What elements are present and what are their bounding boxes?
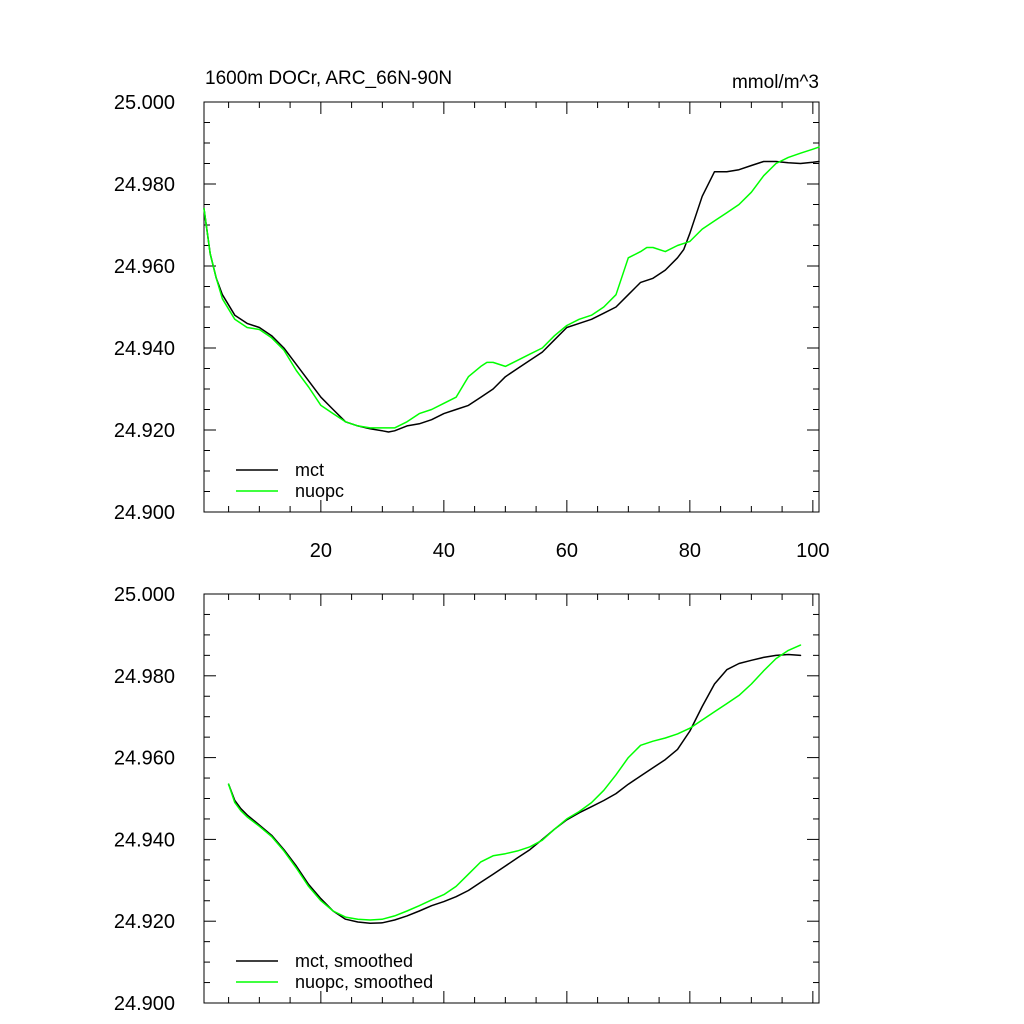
top-panel-plot-area: 24.900 24.920 24.940 24.960 24.980 25.000 20 40…: [114, 92, 830, 562]
bottom-panel-y-tick-label: 24.940: [114, 829, 175, 851]
top-panel-legend-label: mct: [295, 460, 324, 480]
top-panel-series-mct-line: [203, 160, 820, 433]
bottom-panel-y-tick-label: 24.900: [114, 993, 175, 1015]
bottom-panel-y-tick-label: 25.000: [114, 584, 175, 606]
bottom-panel-legend-label: mct, smoothed: [295, 951, 413, 971]
top-panel-x-tick-label: 40: [433, 540, 455, 562]
top-panel-y-tick-label: 25.000: [114, 92, 175, 114]
top-panel: 1600m DOCr, ARC_66N-90N mmol/m^3 24.9002…: [114, 68, 830, 562]
bottom-panel-y-tick-label: 24.920: [114, 911, 175, 933]
top-panel-x-tick-label: 80: [679, 540, 701, 562]
top-panel-y-tick-label: 24.940: [114, 338, 175, 360]
top-panel-units: mmol/m^3: [732, 72, 819, 93]
bottom-panel: 24.900 24.920 24.940 24.960 24.980 25.000 mct,…: [114, 584, 820, 1015]
top-panel-x-tick-label: 60: [556, 540, 578, 562]
top-panel-frame: [203, 101, 820, 513]
bottom-panel-series-nuopc-smoothed-line: [227, 644, 802, 921]
top-panel-x-tick-label: 20: [310, 540, 332, 562]
top-panel-y-tick-label: 24.920: [114, 420, 175, 442]
top-panel-series-nuopc-line: [203, 146, 820, 429]
top-panel-title: 1600m DOCr, ARC_66N-90N: [205, 68, 452, 89]
top-panel-legend-label: nuopc: [295, 481, 344, 501]
bottom-panel-series-mct-smoothed-line: [227, 653, 802, 924]
bottom-panel-y-tick-label: 24.980: [114, 666, 175, 688]
top-panel-y-tick-label: 24.900: [114, 502, 175, 524]
top-panel-y-tick-label: 24.980: [114, 174, 175, 196]
top-panel-y-tick-label: 24.960: [114, 256, 175, 278]
bottom-panel-plot-area: 24.900 24.920 24.940 24.960 24.980 25.000 mct,…: [114, 584, 820, 1015]
top-panel-x-tick-label: 100: [796, 540, 829, 562]
bottom-panel-frame: [203, 593, 820, 1004]
bottom-panel-y-tick-label: 24.960: [114, 748, 175, 770]
bottom-panel-legend-label: nuopc, smoothed: [295, 972, 433, 992]
